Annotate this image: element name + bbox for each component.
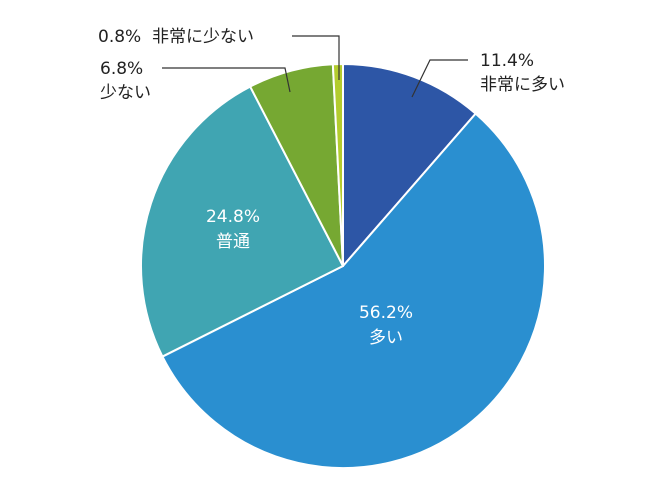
leader-line-very-many — [411, 59, 468, 98]
label-very-few-name: 非常に少ない — [152, 27, 254, 47]
pie-slice-very-few — [331, 63, 344, 267]
label-few-name: 少ない — [100, 83, 151, 103]
label-few-value: 6.8% — [100, 59, 143, 79]
pie-slice-very-many — [342, 63, 477, 267]
label-normal-value: 24.8% — [206, 207, 260, 227]
label-very-few-value: 0.8% — [98, 27, 141, 47]
pie-slice-many — [161, 112, 546, 469]
label-many-value: 56.2% — [359, 303, 413, 323]
leader-line-very-few — [292, 35, 340, 80]
label-normal-name: 普通 — [216, 232, 250, 252]
label-many-name: 多い — [369, 328, 403, 348]
leader-lines — [162, 35, 468, 98]
leader-line-few — [162, 67, 291, 93]
pie-slice-normal — [140, 85, 344, 358]
label-very-many-name: 非常に多い — [480, 75, 565, 95]
slice-labels: 11.4% 非常に多い 56.2% 多い 24.8% 普通 6.8% 少ない 0… — [98, 27, 565, 348]
label-very-many-value: 11.4% — [480, 51, 534, 71]
pie-slices — [140, 63, 546, 469]
